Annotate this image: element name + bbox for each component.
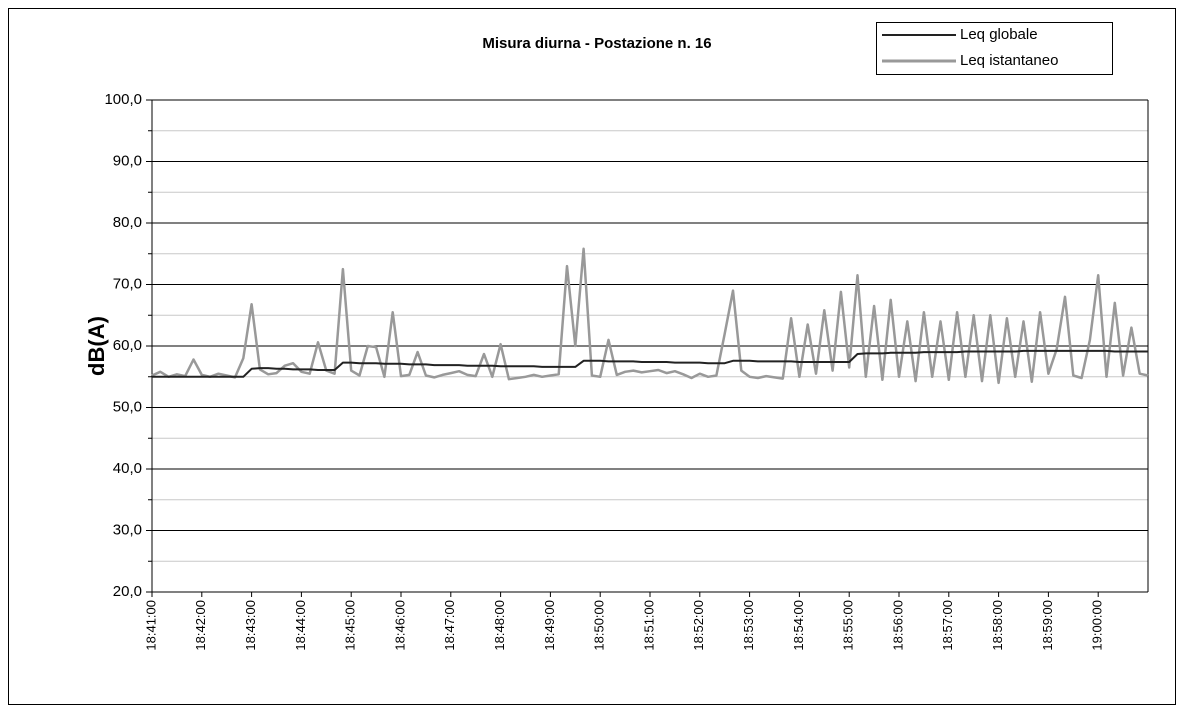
x-tick-label: 18:44:00 <box>293 600 308 651</box>
x-tick-label: 18:51:00 <box>641 600 656 651</box>
y-tick-label: 50,0 <box>113 398 142 415</box>
x-tick-label: 18:53:00 <box>741 600 756 651</box>
x-tick-label: 18:50:00 <box>592 600 607 651</box>
x-tick-label: 18:52:00 <box>691 600 706 651</box>
x-tick-label: 18:57:00 <box>940 600 955 651</box>
x-tick-label: 18:46:00 <box>392 600 407 651</box>
x-tick-label: 18:42:00 <box>193 600 208 651</box>
y-tick-label: 80,0 <box>113 214 142 231</box>
y-tick-label: 90,0 <box>113 152 142 169</box>
y-tick-label: 40,0 <box>113 460 142 477</box>
x-tick-label: 18:49:00 <box>542 600 557 651</box>
chart-title: Misura diurna - Postazione n. 16 <box>482 35 711 52</box>
x-tick-label: 18:41:00 <box>143 600 158 651</box>
legend-label: Leq globale <box>960 26 1038 43</box>
x-tick-label: 18:59:00 <box>1040 600 1055 651</box>
x-tick-label: 18:47:00 <box>442 600 457 651</box>
legend-box <box>876 22 1113 75</box>
series-line <box>151 247 1149 385</box>
series-line <box>152 349 1148 378</box>
y-tick-label: 30,0 <box>113 521 142 538</box>
x-tick-label: 18:54:00 <box>791 600 806 651</box>
x-tick-label: 18:55:00 <box>841 600 856 651</box>
y-tick-label: 70,0 <box>113 275 142 292</box>
x-tick-label: 18:56:00 <box>890 600 905 651</box>
legend-label: Leq istantaneo <box>960 52 1058 69</box>
x-tick-label: 18:45:00 <box>343 600 358 651</box>
x-tick-label: 18:58:00 <box>990 600 1005 651</box>
y-tick-label: 60,0 <box>113 337 142 354</box>
x-tick-label: 19:00:00 <box>1090 600 1105 651</box>
chart-frame <box>8 8 1176 705</box>
x-tick-label: 18:48:00 <box>492 600 507 651</box>
y-tick-label: 20,0 <box>113 583 142 600</box>
x-tick-label: 18:43:00 <box>243 600 258 651</box>
y-tick-label: 100,0 <box>104 91 142 108</box>
y-axis-label: dB(A) <box>84 316 109 376</box>
